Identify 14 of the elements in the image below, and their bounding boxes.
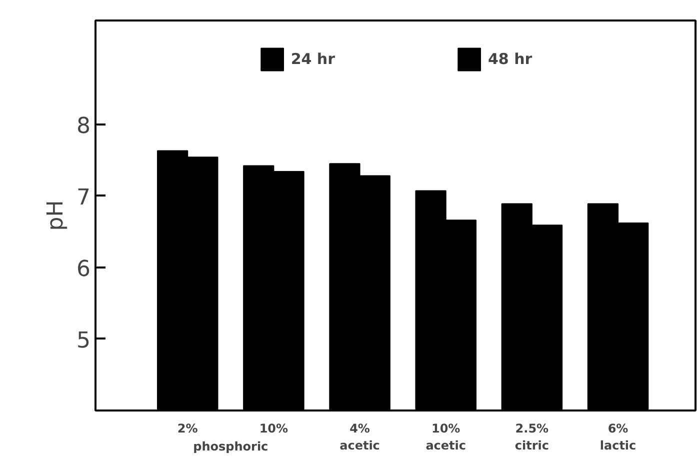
y-tick-label: 7 [76,185,91,210]
y-tick-label: 8 [76,114,91,139]
y-tick-label: 5 [76,328,91,354]
x-tick-label: 10% acetic [426,422,466,452]
x-tick-label: 6% lactic [600,422,636,452]
y-tick-label: 6 [76,256,91,282]
x-tick-label: 10% [259,422,288,436]
legend-label: 48 hr [488,50,532,68]
x-tick-label: 4% acetic [340,422,380,452]
legend-label: 24 hr [290,50,335,68]
x-tick-label: 2% [177,422,198,436]
y-axis-title: pH [44,200,69,231]
x-tick-label: 2.5% citric [514,422,549,452]
text: phosphoric [193,440,268,454]
